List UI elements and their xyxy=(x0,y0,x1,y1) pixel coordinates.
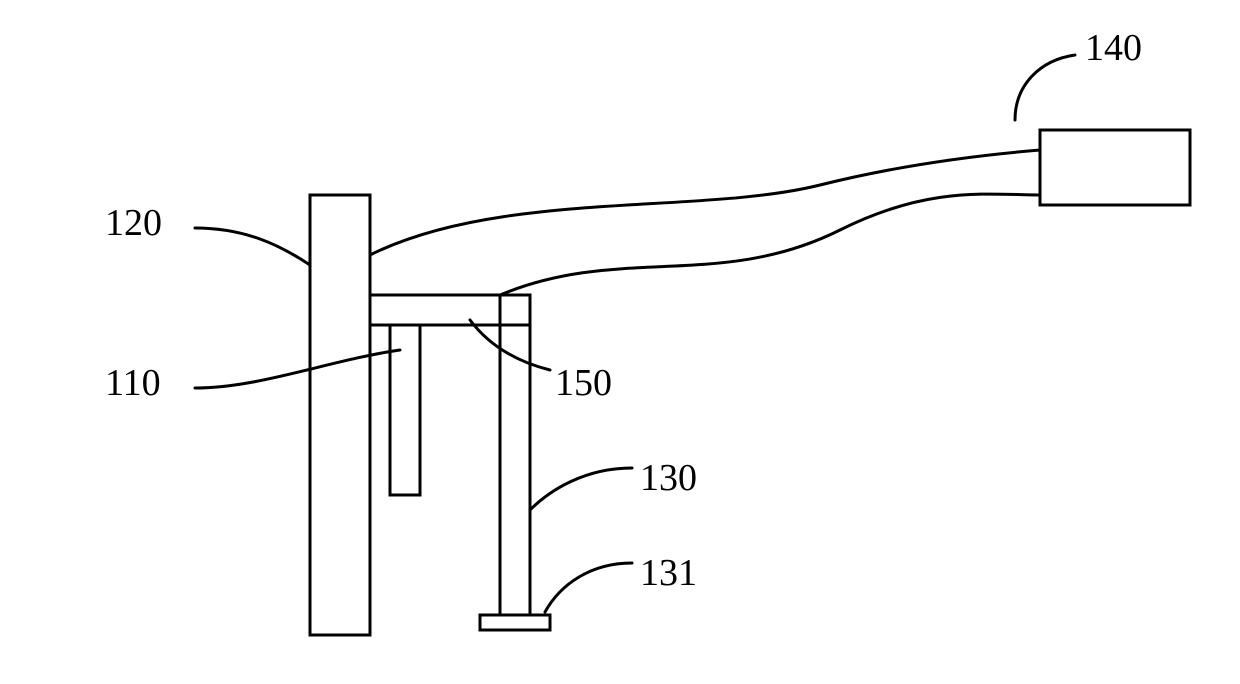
label-130: 130 xyxy=(640,457,697,499)
technical-diagram: 140 120 110 150 130 131 xyxy=(0,0,1240,684)
leader-130 xyxy=(530,468,632,510)
label-120: 120 xyxy=(105,202,162,244)
component-130-right-column xyxy=(500,295,530,615)
component-150-cross-bar xyxy=(370,295,530,325)
component-120-tall-column xyxy=(310,195,370,635)
wire-upper xyxy=(370,150,1040,255)
leader-140 xyxy=(1015,55,1075,120)
component-131-foot-plate xyxy=(480,615,550,630)
leader-150 xyxy=(470,320,550,370)
leader-120 xyxy=(195,228,310,265)
component-140-box xyxy=(1040,130,1190,205)
label-150: 150 xyxy=(555,362,612,404)
label-110: 110 xyxy=(105,362,161,404)
leader-131 xyxy=(545,563,632,612)
label-131: 131 xyxy=(640,552,697,594)
label-140: 140 xyxy=(1085,27,1142,69)
